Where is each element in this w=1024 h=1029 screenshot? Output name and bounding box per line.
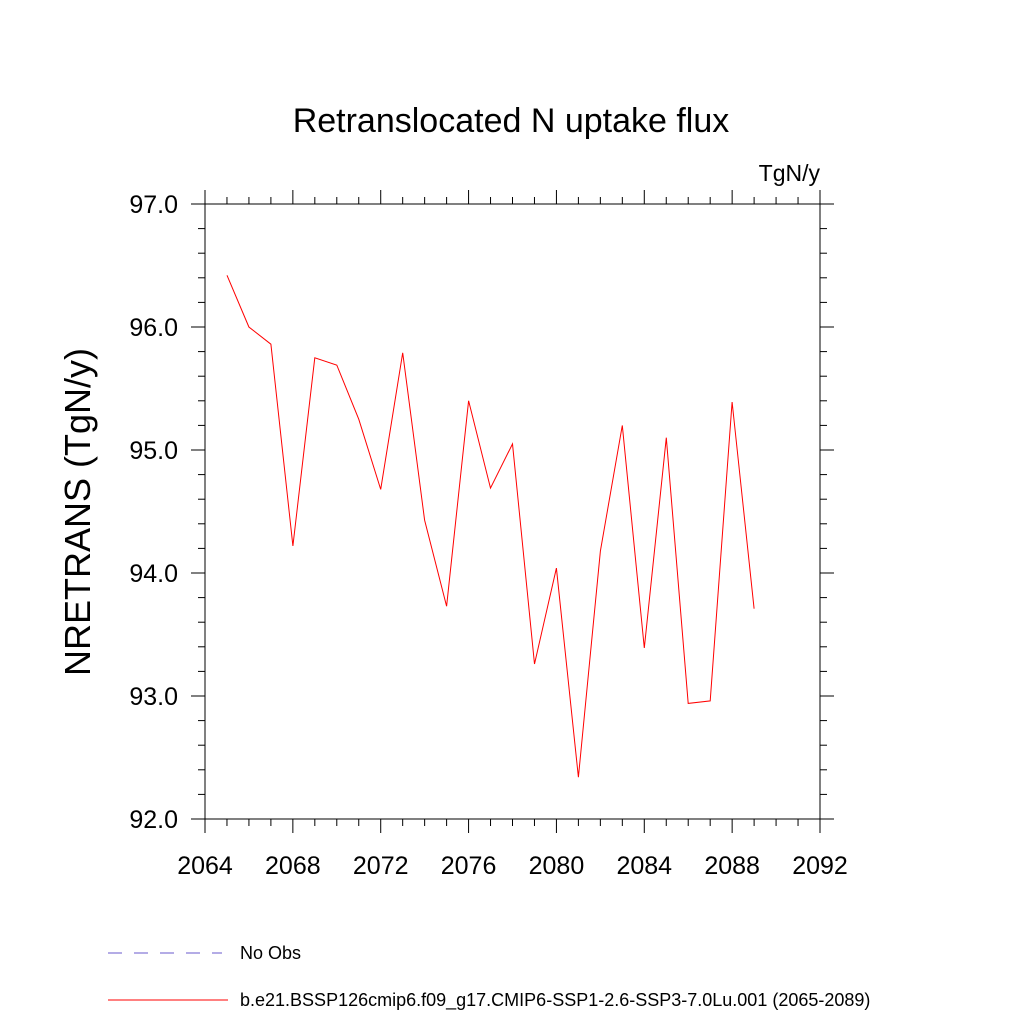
series-line — [226, 275, 755, 778]
x-tick-label: 2064 — [177, 852, 233, 880]
x-tick-label: 2092 — [792, 852, 848, 880]
legend-label: b.e21.BSSP126cmip6.f09_g17.CMIP6-SSP1-2.… — [240, 990, 870, 1011]
x-tick-label: 2088 — [704, 852, 760, 880]
y-tick-label: 94.0 — [129, 560, 178, 588]
y-axis-label: NRETRANS (TgN/y) — [57, 348, 98, 676]
x-tick-label: 2076 — [441, 852, 497, 880]
minor-ticks — [198, 197, 827, 826]
x-tick-label: 2080 — [529, 852, 585, 880]
legend-label: No Obs — [240, 943, 301, 963]
units-label: TgN/y — [759, 160, 821, 186]
y-tick-label: 92.0 — [129, 806, 178, 834]
x-tick-label: 2072 — [353, 852, 409, 880]
x-tick-labels: 2064 2068 2072 2076 2080 2084 2088 2092 — [177, 852, 848, 880]
y-tick-label: 96.0 — [129, 314, 178, 342]
y-tick-label: 93.0 — [129, 683, 178, 711]
y-tick-label: 95.0 — [129, 437, 178, 465]
legend: No Obs b.e21.BSSP126cmip6.f09_g17.CMIP6-S… — [108, 943, 870, 1011]
x-tick-label: 2068 — [265, 852, 321, 880]
major-ticks — [191, 190, 834, 833]
x-tick-label: 2084 — [616, 852, 672, 880]
series-layer — [226, 275, 755, 778]
y-tick-labels: 92.0 93.0 94.0 95.0 96.0 97.0 — [129, 191, 178, 834]
y-tick-label: 97.0 — [129, 191, 178, 219]
chart-title: Retranslocated N uptake flux — [293, 102, 730, 140]
